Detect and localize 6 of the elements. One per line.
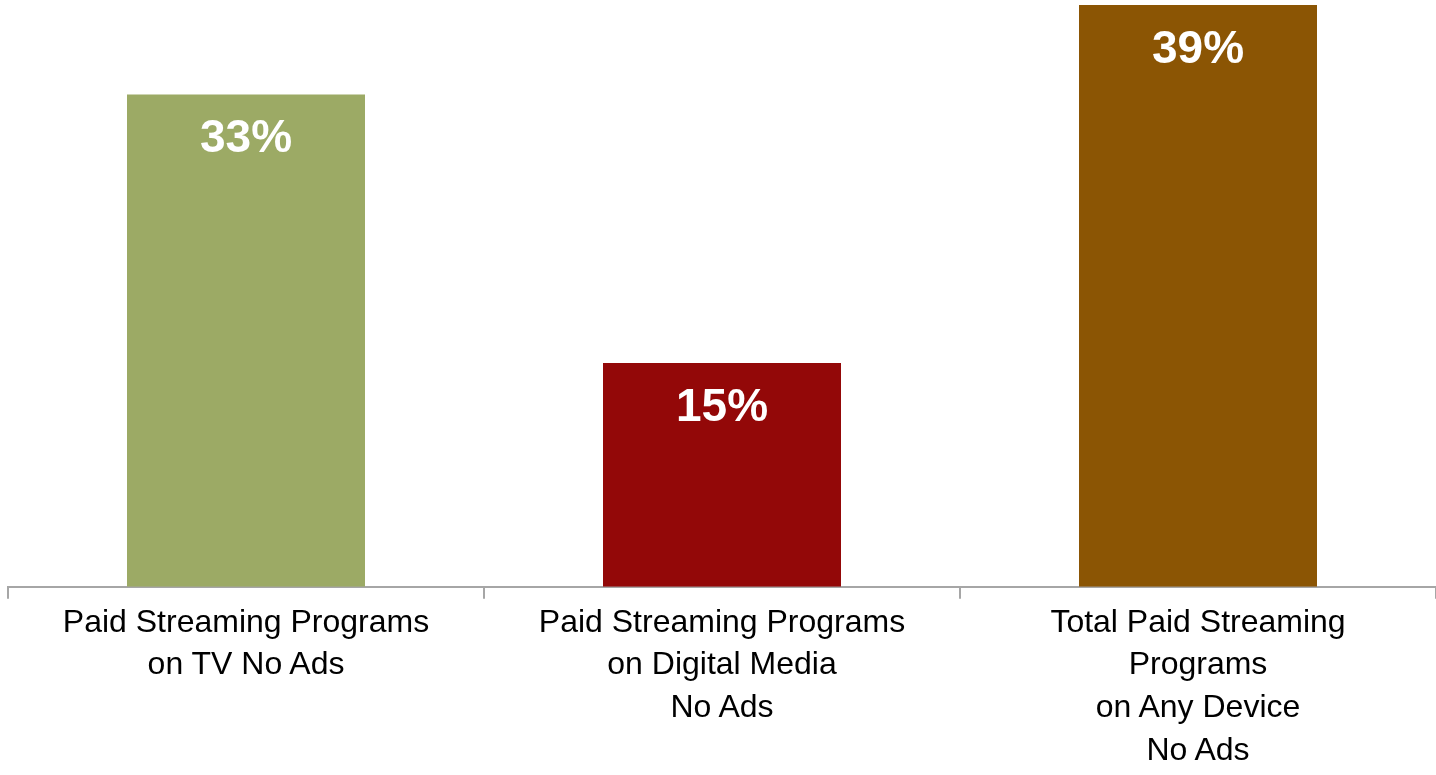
x-tick-label: Total Paid Streaming Programs on Any Device No Ads: [1050, 602, 1346, 767]
x-tick-label: Paid Streaming Programs on TV No Ads: [62, 602, 430, 682]
data-label: 39%: [1151, 20, 1245, 73]
data-label: 33%: [199, 110, 293, 163]
x-tick-label: Paid Streaming Programs on Digital Media No Ads: [538, 602, 906, 724]
data-label: 15%: [675, 378, 769, 431]
